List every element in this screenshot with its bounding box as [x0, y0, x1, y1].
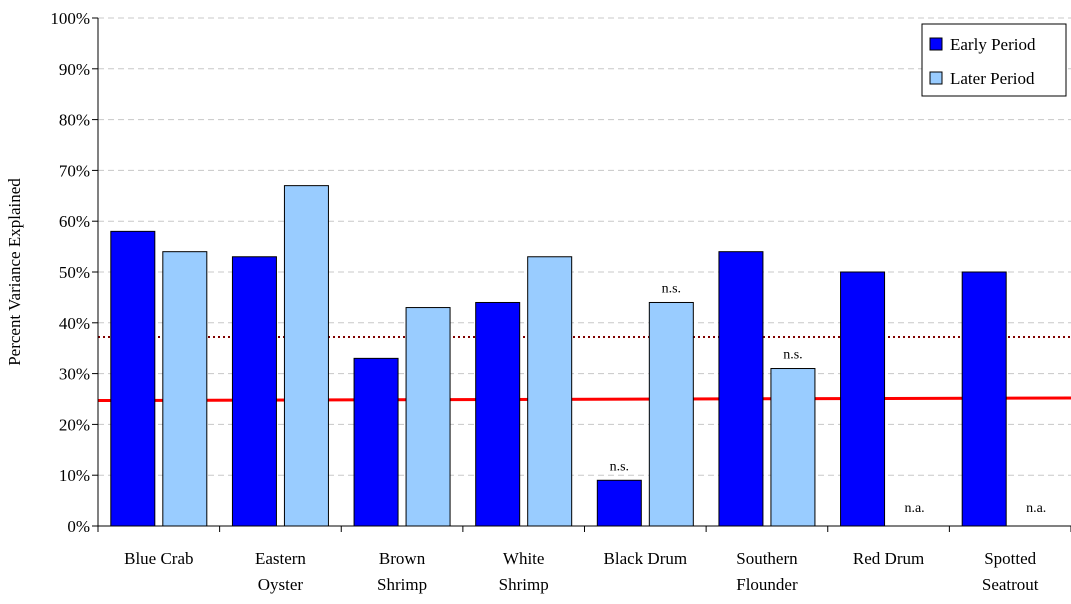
x-category-label-line: Shrimp — [377, 575, 427, 594]
bar-annotation: n.s. — [783, 348, 802, 363]
x-category-label: Southern Flounder — [736, 549, 798, 594]
x-category-label-line: Southern — [736, 549, 798, 568]
y-tick-label: 20% — [59, 415, 90, 434]
bar — [961, 271, 1007, 527]
bar — [110, 230, 156, 527]
x-category-label-line: Red Drum — [853, 549, 924, 568]
bar — [405, 307, 451, 527]
y-tick-label: 10% — [59, 466, 90, 485]
bar — [648, 301, 694, 527]
bar-annotation: n.a. — [1026, 501, 1046, 516]
y-tick-label: 40% — [59, 314, 90, 333]
bar — [596, 479, 642, 527]
x-category-label-line: White — [503, 549, 545, 568]
y-tick-label: 90% — [59, 60, 90, 79]
y-tick-label: 100% — [50, 9, 90, 28]
x-category-label-line: Shrimp — [499, 575, 549, 594]
axes: 0% 10% 20% 30% 40% 50% 60% 70% 80% 90% 100% — [50, 9, 1071, 536]
x-category-label-line: Flounder — [736, 575, 798, 594]
bars — [110, 185, 1007, 527]
bar — [162, 251, 208, 527]
y-tick-label: 60% — [59, 212, 90, 231]
y-axis-title: Percent Variance Explained — [5, 178, 24, 366]
bar-annotation: n.s. — [610, 459, 629, 474]
y-tick-label: 70% — [59, 161, 90, 180]
bar — [353, 357, 399, 527]
x-category-label-line: Brown — [379, 549, 426, 568]
legend-label: Early Period — [950, 35, 1036, 54]
bar — [840, 271, 886, 527]
y-tick-label: 50% — [59, 263, 90, 282]
bar — [527, 256, 573, 527]
bar — [718, 251, 764, 527]
bar — [283, 185, 329, 527]
legend-box — [921, 23, 1067, 97]
y-tick-label: 0% — [67, 517, 90, 536]
legend-swatch — [929, 71, 943, 85]
bar — [475, 301, 521, 527]
bar-annotation: n.a. — [904, 501, 924, 516]
bar-annotations: n.s. n.s. n.s. n.a. n.a. — [610, 281, 1047, 516]
x-category-label: White Shrimp — [499, 549, 549, 594]
x-category-label-line: Blue Crab — [124, 549, 193, 568]
y-tick-label: 80% — [59, 111, 90, 130]
y-tick-label: 30% — [59, 365, 90, 384]
bar-annotation: n.s. — [662, 281, 681, 296]
x-category-label: Brown Shrimp — [377, 549, 427, 594]
bar — [770, 368, 816, 527]
legend-swatch — [929, 37, 943, 51]
x-category-label-line: Spotted — [984, 549, 1036, 568]
x-category-label: Red Drum — [853, 549, 924, 568]
x-category-label-line: Seatrout — [982, 575, 1039, 594]
x-category-label: Black Drum — [604, 549, 688, 568]
x-category-label: Eastern Oyster — [255, 549, 306, 594]
legend: Early Period Later Period — [921, 23, 1067, 97]
x-category-label-line: Black Drum — [604, 549, 688, 568]
x-category-label-line: Eastern — [255, 549, 306, 568]
legend-label: Later Period — [950, 69, 1035, 88]
category-labels: Blue Crab Eastern Oyster Brown Shrimp White Sh… — [124, 549, 1039, 594]
x-category-label: Spotted Seatrout — [982, 549, 1039, 594]
x-category-label: Blue Crab — [124, 549, 193, 568]
bar — [231, 256, 277, 527]
x-category-label-line: Oyster — [258, 575, 304, 594]
